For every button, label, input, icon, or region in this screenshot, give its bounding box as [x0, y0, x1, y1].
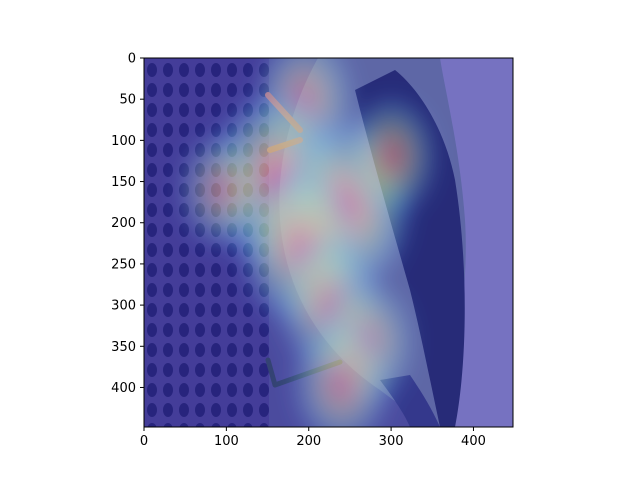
x-tick-label: 100 [214, 434, 239, 449]
y-tick-label: 150 [111, 175, 136, 190]
axes-frame [143, 57, 514, 428]
y-tick-label: 400 [111, 381, 136, 396]
y-tick-label: 0 [128, 52, 136, 67]
heat-hotspot [289, 313, 395, 427]
x-tick-label: 200 [296, 434, 321, 449]
heat-hotspot [342, 92, 440, 222]
y-tick-label: 300 [111, 299, 136, 314]
y-axis: 0 50 100 150 200 250 300 350 400 [111, 52, 144, 396]
heat-hotspot [175, 127, 269, 252]
y-tick-label: 350 [111, 340, 136, 355]
y-tick-label: 250 [111, 257, 136, 272]
heat-overlay [175, 58, 440, 427]
x-tick-label: 0 [140, 434, 148, 449]
x-axis: 0 100 200 300 400 [140, 427, 486, 449]
x-tick-label: 300 [379, 434, 404, 449]
y-tick-label: 100 [111, 134, 136, 149]
image-area [144, 58, 513, 427]
y-tick-label: 50 [119, 93, 136, 108]
x-tick-label: 400 [461, 434, 486, 449]
y-tick-label: 200 [111, 216, 136, 231]
